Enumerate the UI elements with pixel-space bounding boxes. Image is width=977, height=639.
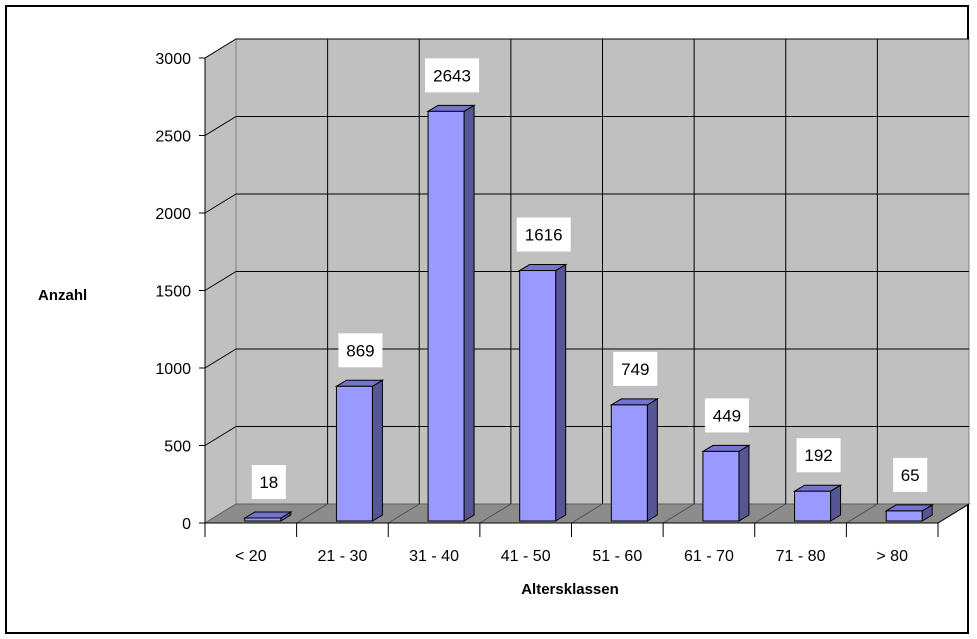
y-tick-label: 2500 xyxy=(155,129,191,146)
y-tick-label: 1500 xyxy=(155,284,191,301)
y-tick-label: 3000 xyxy=(155,51,191,68)
h-gridline-side xyxy=(204,271,237,291)
x-tick-label: 61 - 70 xyxy=(684,548,734,565)
data-label-text: 2643 xyxy=(433,66,471,85)
h-gridline-side xyxy=(204,116,237,136)
bar-side xyxy=(555,263,567,522)
floor-divider xyxy=(846,503,878,524)
x-tick-label: < 20 xyxy=(235,548,267,565)
bar xyxy=(334,379,385,522)
floor-divider xyxy=(296,503,328,524)
data-label: 65 xyxy=(893,457,928,492)
x-tick-label: 21 - 30 xyxy=(318,548,368,565)
x-tick-label: 31 - 40 xyxy=(409,548,459,565)
bar xyxy=(701,444,751,522)
h-gridline-side xyxy=(204,38,237,59)
data-label-text: 65 xyxy=(901,466,920,485)
data-label-box xyxy=(613,351,658,386)
data-label-text: 18 xyxy=(259,473,278,492)
y-axis-title: Anzahl xyxy=(38,287,87,304)
bar-side xyxy=(738,444,750,522)
data-label-text: 749 xyxy=(621,360,649,379)
bar-front xyxy=(702,450,740,522)
bar-front xyxy=(335,385,373,522)
data-label: 18 xyxy=(251,465,286,499)
bar xyxy=(792,484,843,522)
bar xyxy=(609,398,660,522)
x-axis: < 20 21 - 30 31 - 40 41 - 50 51 - 60 61 - 70 7… xyxy=(204,503,970,565)
floor-divider xyxy=(571,503,603,524)
y-axis: 0 500 1000 1500 2000 2500 3000 xyxy=(155,51,206,533)
bar-front xyxy=(885,510,923,522)
y-tick-label: 1000 xyxy=(155,361,191,378)
y-tick-label: 2000 xyxy=(155,206,191,223)
bar-front xyxy=(794,490,832,522)
data-label-text: 869 xyxy=(346,341,374,360)
data-label: 869 xyxy=(338,333,383,368)
floor-divider xyxy=(479,503,512,524)
bar-front xyxy=(519,270,557,522)
bar xyxy=(243,511,293,522)
data-label: 1616 xyxy=(516,217,571,252)
data-label-box xyxy=(251,465,286,499)
bar-front xyxy=(427,110,465,522)
data-label: 449 xyxy=(704,398,749,433)
data-label: 749 xyxy=(613,351,658,386)
data-label-text: 1616 xyxy=(525,226,563,245)
data-label-box xyxy=(893,457,928,492)
x-tick-label: 41 - 50 xyxy=(501,548,551,565)
bar xyxy=(884,504,934,522)
bar-side xyxy=(463,104,475,522)
bar-front xyxy=(610,404,648,522)
floor-divider xyxy=(387,503,420,524)
data-label-box xyxy=(796,438,841,473)
chart-walls xyxy=(203,38,971,524)
floor-divider xyxy=(754,503,787,524)
data-label-text: 192 xyxy=(804,446,832,465)
data-label-box xyxy=(338,333,383,368)
bar xyxy=(426,104,476,522)
y-tick-label: 500 xyxy=(164,439,191,456)
floor-edge xyxy=(937,503,970,524)
data-label: 2643 xyxy=(425,58,480,93)
bar-side xyxy=(371,379,383,522)
data-label-box xyxy=(425,58,480,93)
h-gridline-side xyxy=(204,193,237,214)
y-tick-label: 0 xyxy=(182,516,191,533)
bar xyxy=(517,263,568,522)
data-label-text: 449 xyxy=(713,406,741,425)
data-label-box xyxy=(704,398,749,433)
bars xyxy=(243,104,934,522)
h-gridline-side xyxy=(204,348,237,369)
bar-front xyxy=(244,517,282,522)
data-labels: 18 869 2643 1616 749 449 192 65 xyxy=(251,58,928,499)
data-label: 192 xyxy=(796,438,841,473)
x-tick-label: 71 - 80 xyxy=(776,548,826,565)
x-axis-title: Altersklassen xyxy=(521,581,619,598)
h-gridline-side xyxy=(204,426,237,446)
bar-side xyxy=(646,398,658,522)
data-label-box xyxy=(516,217,571,252)
x-tick-label: 51 - 60 xyxy=(592,548,642,565)
floor-divider xyxy=(662,503,695,524)
x-tick-label: > 80 xyxy=(876,548,908,565)
